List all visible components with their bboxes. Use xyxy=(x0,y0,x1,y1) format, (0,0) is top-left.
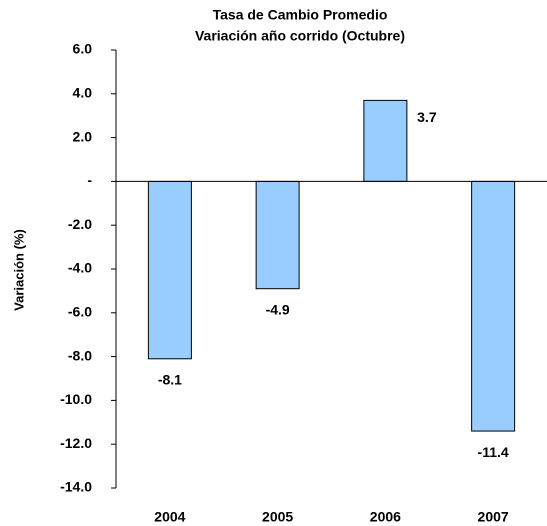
value-label: -11.4 xyxy=(478,444,509,460)
x-tick-label: 2004 xyxy=(154,509,185,525)
y-tick-label: 6.0 xyxy=(73,41,93,57)
value-label: -4.9 xyxy=(266,301,290,317)
x-tick-label: 2007 xyxy=(478,509,509,525)
y-tick-label: -6.0 xyxy=(68,304,92,320)
y-tick-label: -4.0 xyxy=(68,260,92,276)
x-tick-label: 2006 xyxy=(370,509,401,525)
bar xyxy=(255,180,300,290)
y-tick-label: - xyxy=(87,172,92,188)
y-tick-label: -10.0 xyxy=(60,391,92,407)
chart-subtitle: Variación año corrido (Octubre) xyxy=(195,28,405,44)
y-tick-label: -8.0 xyxy=(68,347,92,363)
y-tick-label: 2.0 xyxy=(73,128,93,144)
value-label: -8.1 xyxy=(158,371,182,387)
bar xyxy=(471,180,516,432)
x-tick-label: 2005 xyxy=(262,509,293,525)
bar xyxy=(147,180,192,360)
bar xyxy=(363,99,408,182)
y-tick-label: -12.0 xyxy=(60,435,92,451)
value-label: 3.7 xyxy=(417,109,437,125)
y-axis-label: Variación (%) xyxy=(11,229,26,311)
y-tick-label: -2.0 xyxy=(68,216,92,232)
y-tick-label: -14.0 xyxy=(60,479,92,495)
y-tick-label: 4.0 xyxy=(73,85,93,101)
chart-title: Tasa de Cambio Promedio xyxy=(213,7,388,23)
